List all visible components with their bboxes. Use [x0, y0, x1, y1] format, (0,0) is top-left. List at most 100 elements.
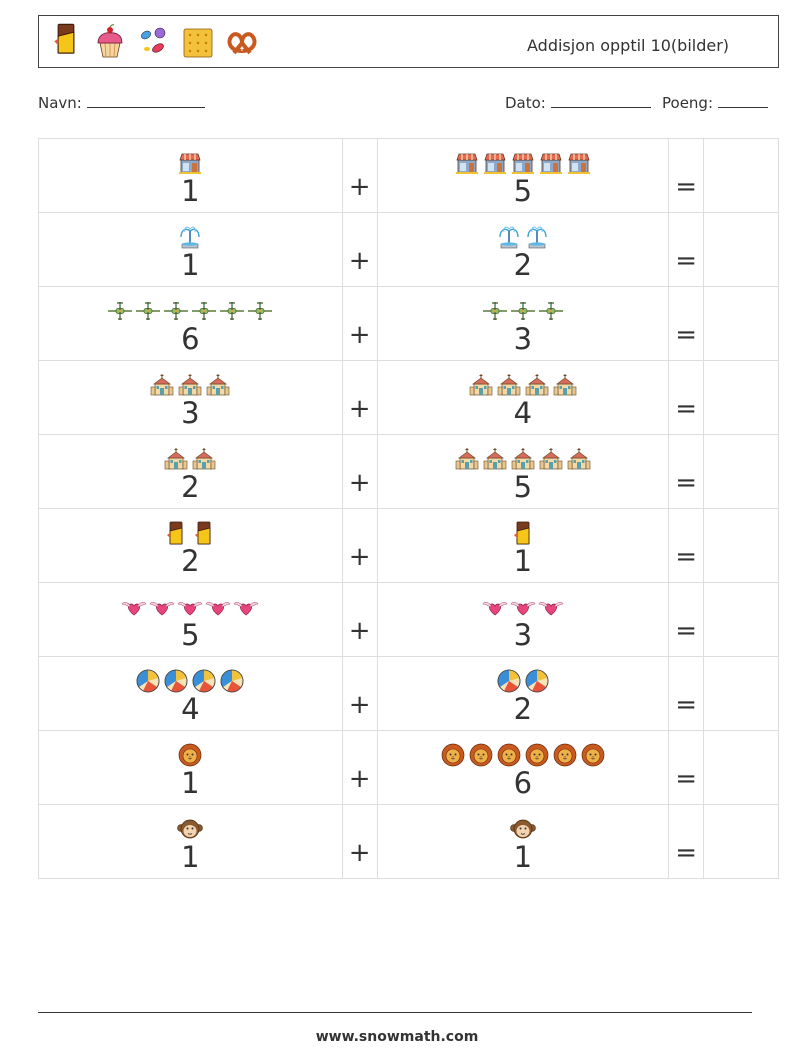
second-number: 4 — [513, 395, 533, 430]
name-field: Navn: — [38, 94, 205, 112]
equals-sign: = — [675, 319, 698, 350]
second-operand-cell: 3 — [376, 286, 670, 361]
heart-wings-icon — [538, 595, 564, 619]
answer-cell[interactable] — [703, 804, 779, 879]
answer-cell[interactable] — [703, 434, 779, 509]
answer-cell[interactable] — [703, 656, 779, 731]
chocolate-icon — [510, 521, 536, 545]
plus-sign-cell: + — [341, 656, 378, 731]
church-icon — [566, 447, 592, 471]
heart-wings-icon — [177, 595, 203, 619]
plus-sign: + — [348, 393, 371, 424]
first-operand-cell: 1 — [38, 212, 343, 287]
shop-icon — [482, 151, 508, 175]
second-number: 6 — [513, 765, 533, 800]
heart-wings-icon — [510, 595, 536, 619]
answer-cell[interactable] — [703, 138, 779, 213]
equals-sign-cell: = — [668, 656, 705, 731]
name-label: Navn: — [38, 94, 82, 112]
answer-cell[interactable] — [703, 212, 779, 287]
plus-sign-cell: + — [341, 582, 378, 657]
exercise-row: 4 +2 = — [38, 656, 779, 731]
second-operand-cell: 1 — [376, 508, 670, 583]
plus-sign: + — [348, 763, 371, 794]
church-icon — [552, 373, 578, 397]
date-line — [550, 94, 651, 108]
church-icon — [496, 373, 522, 397]
first-operand-cell: 2 — [38, 508, 343, 583]
picture-group — [39, 297, 342, 323]
church-icon — [177, 373, 203, 397]
heart-wings-icon — [205, 595, 231, 619]
answer-cell[interactable] — [703, 286, 779, 361]
lion-icon — [552, 743, 578, 767]
score-line — [717, 94, 768, 108]
first-operand-cell: 2 — [38, 434, 343, 509]
score-label: Poeng: — [662, 94, 713, 112]
heart-wings-icon — [121, 595, 147, 619]
airplane-icon — [191, 299, 217, 323]
second-operand-cell: 1 — [376, 804, 670, 879]
beach-ball-icon — [191, 669, 217, 693]
exercise-row: 2 +1 = — [38, 508, 779, 583]
picture-group — [378, 815, 669, 841]
answer-cell[interactable] — [703, 730, 779, 805]
second-number: 2 — [513, 247, 533, 282]
picture-group — [378, 297, 669, 323]
second-operand-cell: 2 — [376, 656, 670, 731]
shop-icon — [566, 151, 592, 175]
shop-icon — [538, 151, 564, 175]
second-operand-cell: 6 — [376, 730, 670, 805]
picture-group — [378, 149, 669, 175]
picture-group — [378, 593, 669, 619]
second-number: 2 — [513, 691, 533, 726]
equals-sign-cell: = — [668, 434, 705, 509]
worksheet-title: Addisjon opptil 10(bilder) — [527, 36, 730, 55]
plus-sign: + — [348, 171, 371, 202]
picture-group — [39, 741, 342, 767]
equals-sign-cell: = — [668, 286, 705, 361]
second-number: 1 — [513, 543, 533, 578]
second-operand-cell: 5 — [376, 434, 670, 509]
beach-ball-icon — [219, 669, 245, 693]
equals-sign-cell: = — [668, 360, 705, 435]
chocolate-icon — [49, 23, 83, 61]
lion-icon — [177, 743, 203, 767]
exercise-row: 2 +5 = — [38, 434, 779, 509]
answer-cell[interactable] — [703, 508, 779, 583]
beach-ball-icon — [496, 669, 522, 693]
picture-group — [39, 371, 342, 397]
picture-group — [39, 445, 342, 471]
airplane-icon — [247, 299, 273, 323]
biscuit-icon — [181, 23, 215, 61]
monkey-icon — [510, 817, 536, 841]
picture-group — [39, 593, 342, 619]
heart-wings-icon — [149, 595, 175, 619]
plus-sign-cell: + — [341, 730, 378, 805]
equals-sign: = — [675, 615, 698, 646]
plus-sign: + — [348, 615, 371, 646]
airplane-icon — [510, 299, 536, 323]
airplane-icon — [219, 299, 245, 323]
answer-cell[interactable] — [703, 360, 779, 435]
first-number: 1 — [181, 173, 200, 208]
equals-sign: = — [675, 393, 698, 424]
second-operand-cell: 5 — [376, 138, 670, 213]
heart-wings-icon — [233, 595, 259, 619]
second-operand-cell: 3 — [376, 582, 670, 657]
plus-sign: + — [348, 541, 371, 572]
beach-ball-icon — [163, 669, 189, 693]
church-icon — [538, 447, 564, 471]
second-operand-cell: 2 — [376, 212, 670, 287]
first-operand-cell: 6 — [38, 286, 343, 361]
church-icon — [163, 447, 189, 471]
fountain-icon — [496, 225, 522, 249]
first-operand-cell: 1 — [38, 730, 343, 805]
second-number: 3 — [513, 617, 533, 652]
plus-sign: + — [348, 467, 371, 498]
name-line — [86, 94, 205, 108]
first-number: 1 — [181, 247, 200, 282]
picture-group — [378, 445, 669, 471]
answer-cell[interactable] — [703, 582, 779, 657]
first-number: 5 — [181, 617, 200, 652]
